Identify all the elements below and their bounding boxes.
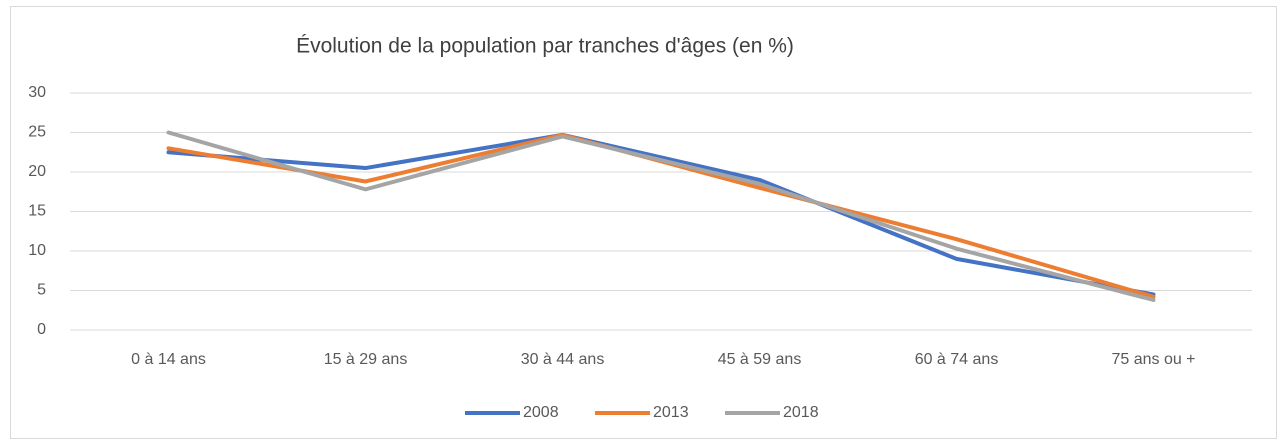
y-tick-label: 20 (28, 163, 46, 180)
x-tick-label: 30 à 44 ans (521, 351, 605, 368)
y-tick-label: 0 (37, 321, 46, 338)
series-line (166, 130, 1156, 302)
y-tick-label: 5 (37, 282, 46, 299)
x-tick-label: 0 à 14 ans (131, 351, 206, 368)
chart-title: Évolution de la population par tranches … (296, 35, 794, 58)
series-line (166, 132, 1156, 297)
y-tick-label: 10 (28, 242, 46, 259)
legend-label: 2018 (783, 404, 819, 421)
y-tick-label: 30 (28, 84, 46, 101)
x-tick-label: 45 à 59 ans (718, 351, 802, 368)
x-tick-label: 15 à 29 ans (324, 351, 408, 368)
chart-border (10, 6, 1277, 439)
x-tick-label: 75 ans ou + (1111, 351, 1195, 368)
x-tick-label: 60 à 74 ans (915, 351, 999, 368)
legend-label: 2008 (523, 404, 559, 421)
y-tick-label: 15 (28, 203, 46, 220)
legend-label: 2013 (653, 404, 689, 421)
y-tick-label: 25 (28, 124, 46, 141)
